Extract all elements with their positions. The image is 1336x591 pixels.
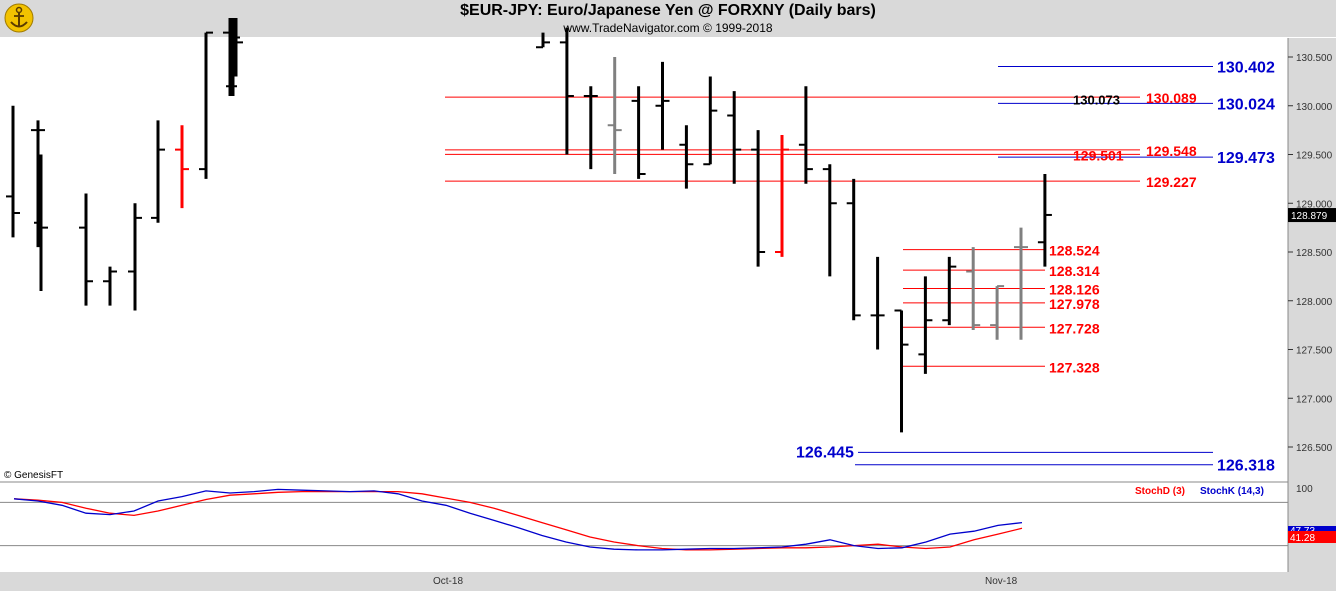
ohlc-bar: [536, 32, 550, 49]
price-level-label: 128.126: [1049, 281, 1100, 297]
ohlc-bar: [229, 18, 243, 77]
ohlc-bar: [583, 86, 598, 170]
price-level-label: 129.227: [1146, 174, 1197, 190]
ohlc-bar: [870, 256, 885, 350]
price-axis-panel: [1288, 38, 1336, 572]
stochd-value-box: [1288, 531, 1336, 543]
price-level-label: 128.314: [1049, 263, 1100, 279]
ohlc-bar: [894, 309, 909, 433]
price-level-label: 129.473: [1217, 150, 1275, 167]
current-price-box: [1288, 208, 1336, 223]
y-tick-label: 129.000: [1296, 199, 1333, 210]
ohlc-bar: [6, 105, 20, 238]
price-level-label: 127.978: [1049, 296, 1100, 312]
title-bar: [0, 0, 1336, 37]
x-axis-label-nov: Nov-18: [985, 576, 1018, 587]
ohlc-bar: [79, 193, 93, 306]
ohlc-bar: [34, 154, 48, 291]
price-level-label: 127.328: [1049, 359, 1100, 375]
ohlc-bar: [846, 178, 861, 321]
ohlc-bar: [655, 61, 670, 150]
ohlc-bar: [822, 164, 837, 277]
price-level-label: 128.524: [1049, 243, 1100, 259]
ohlc-bar: [175, 125, 189, 209]
y-tick-label: 126.500: [1296, 443, 1333, 454]
ohlc-bar: [798, 86, 813, 184]
chart-title: $EUR-JPY: Euro/Japanese Yen @ FORXNY (Da…: [460, 2, 876, 19]
y-tick-label: 127.000: [1296, 394, 1333, 405]
watermark: © GenesisFT: [4, 470, 63, 481]
stoch-panel: [0, 480, 1288, 572]
x-axis-panel: [0, 572, 1336, 591]
ohlc-bar: [103, 266, 117, 306]
ohlc-bar: [607, 57, 622, 174]
anchor-logo-icon: [4, 3, 34, 33]
ohlc-bar: [559, 27, 574, 155]
price-level-label: 126.318: [1217, 458, 1275, 475]
y-tick-label: 128.500: [1296, 248, 1333, 259]
y-tick-label: 128.000: [1296, 297, 1333, 308]
ohlc-bar: [31, 120, 45, 248]
price-level-label: 130.089: [1146, 90, 1197, 106]
price-level-label: 129.548: [1146, 143, 1197, 159]
stochd-legend: StochD (3): [1135, 486, 1185, 497]
price-panel: [0, 38, 1336, 480]
y-tick-label: 130.500: [1296, 53, 1333, 64]
stoch-series-line: [13, 488, 1023, 551]
ohlc-bar: [727, 91, 742, 184]
ohlc-bar: [151, 120, 165, 223]
price-level-label: 130.402: [1217, 60, 1275, 77]
x-axis-label-oct: Oct-18: [433, 576, 463, 587]
ohlc-bar: [128, 203, 142, 311]
ohlc-bar: [966, 247, 981, 330]
stochk-value-box: [1288, 526, 1336, 535]
chart-subtitle: www.TradeNavigator.com © 1999-2018: [563, 21, 773, 35]
ohlc-bar: [1014, 227, 1028, 340]
price-level-label: 126.445: [796, 444, 854, 461]
price-level-label: 130.024: [1217, 96, 1275, 113]
price-level-label: 127.728: [1049, 320, 1100, 336]
price-level-label: 129.501: [1073, 147, 1124, 163]
ohlc-bar: [918, 276, 933, 374]
ohlc-bar: [990, 285, 1005, 340]
ohlc-bar: [631, 86, 646, 179]
ohlc-bar: [942, 256, 957, 326]
y-tick-label: 129.500: [1296, 151, 1333, 162]
ohlc-bar: [751, 130, 766, 267]
ohlc-bar: [703, 76, 718, 166]
ohlc-bar: [199, 31, 213, 179]
stoch-axis-100: 100: [1296, 484, 1313, 495]
ohlc-bar: [679, 125, 694, 189]
stochk-legend: StochK (14,3): [1200, 486, 1264, 497]
current-price-label: 128.879: [1291, 211, 1328, 222]
stochd-value: 41.28: [1290, 533, 1315, 544]
price-level-label: 130.073: [1073, 93, 1120, 108]
ohlc-bar: [1037, 174, 1052, 267]
y-tick-label: 127.500: [1296, 346, 1333, 357]
ohlc-bar: [775, 135, 789, 257]
y-tick-label: 130.000: [1296, 102, 1333, 113]
